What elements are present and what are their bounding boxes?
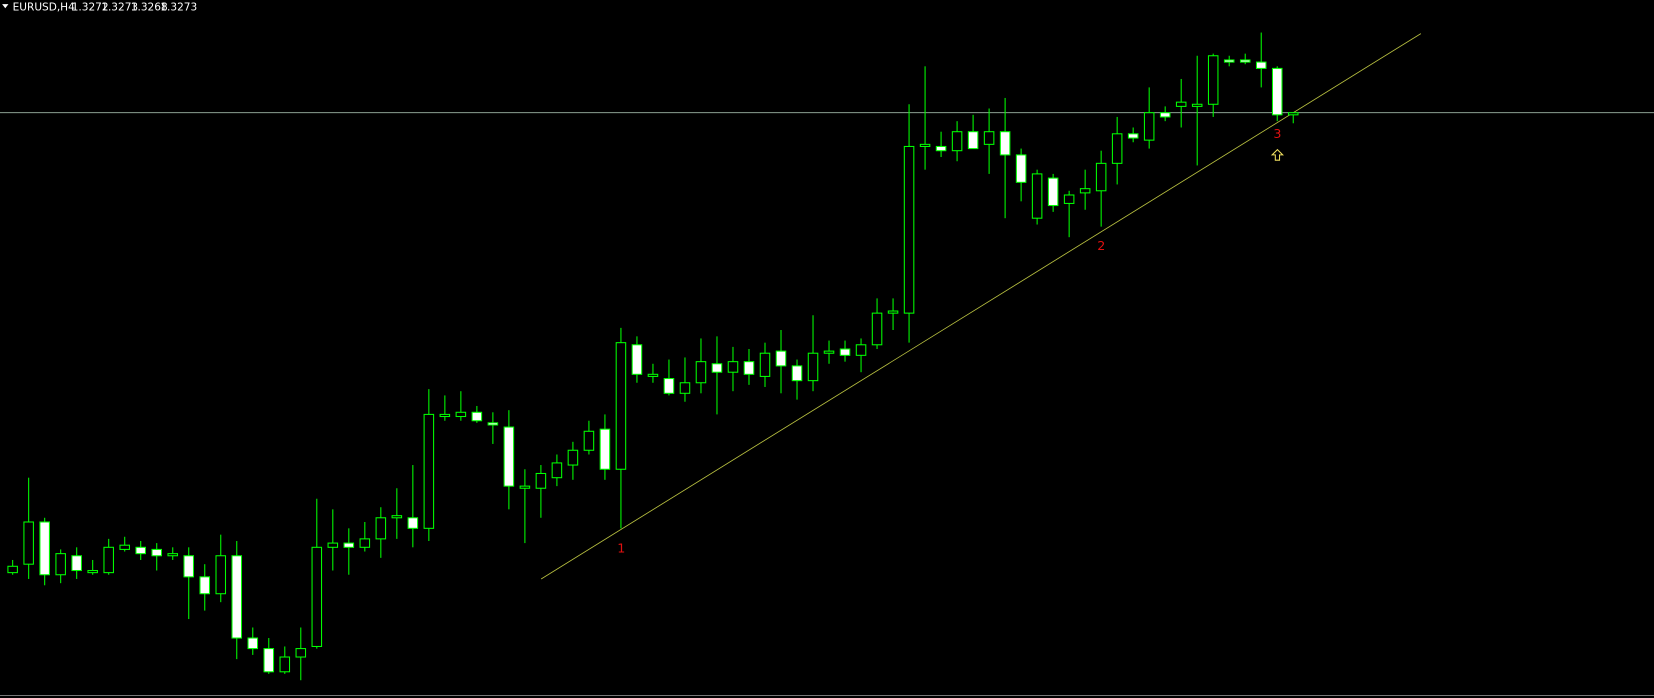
header-low: 1.3268 (131, 1, 168, 13)
header-high: 1.3273 (101, 1, 138, 13)
candle-body (279, 656, 291, 673)
trend-line[interactable] (540, 33, 1422, 580)
candle-body (407, 517, 419, 529)
candle-body (1127, 133, 1139, 139)
candle-body (711, 363, 723, 373)
header-close: 1.3273 (160, 1, 197, 13)
candle-body (679, 382, 691, 394)
candle-body (55, 553, 66, 576)
candle-body (231, 555, 243, 639)
candle-body (103, 546, 114, 574)
candle-body (1063, 194, 1075, 204)
candle-body (199, 576, 211, 595)
candles (7, 32, 1299, 681)
candle-body (567, 449, 579, 466)
candle-body (87, 569, 98, 574)
candle-body (1143, 112, 1155, 141)
candle-body (327, 542, 339, 548)
candle-body (71, 555, 82, 572)
candle-body (1079, 188, 1091, 194)
candle-body (1255, 61, 1267, 69)
candle-body (743, 361, 755, 375)
candle-body (823, 350, 835, 354)
candle-body (871, 312, 883, 346)
candle-body (23, 521, 34, 565)
candle-body (1207, 55, 1219, 105)
header-open: 1.3272 (72, 1, 109, 13)
candle-body (471, 411, 483, 422)
candle-body (775, 350, 787, 367)
candle-body (343, 542, 355, 548)
candle-body (951, 131, 963, 152)
candle-body (215, 555, 227, 595)
candle-body (7, 565, 18, 574)
symbol: EURUSD,H4 (13, 1, 75, 13)
candle-body (519, 485, 531, 489)
candle-body (135, 546, 146, 555)
candle-body (151, 548, 162, 557)
candle-body (503, 426, 515, 487)
candle-body (1175, 101, 1187, 107)
candle-body (1271, 67, 1283, 116)
annotation: 1 (617, 541, 625, 556)
candle-body (423, 413, 435, 529)
candle-body (1015, 154, 1027, 183)
annotation: 2 (1097, 238, 1105, 253)
candle-body (391, 515, 403, 519)
candle-body (935, 145, 947, 152)
candle-body (375, 517, 387, 540)
candle-body (1047, 177, 1059, 207)
candle-body (999, 131, 1011, 156)
candle-body (983, 131, 995, 145)
candle-body (1031, 173, 1043, 219)
candle-body (1223, 59, 1235, 63)
candle-body (183, 555, 195, 578)
annotation: 3 (1273, 126, 1281, 141)
candle-body (903, 145, 915, 314)
candle-body (807, 352, 819, 382)
candle-body (311, 546, 323, 647)
candle-body (839, 348, 851, 356)
menu-arrow[interactable] (2, 4, 9, 9)
chart-header: EURUSD,H4 1.3272 1.3273 1.3268 1.3273 (13, 1, 198, 13)
candle-body (167, 553, 179, 557)
candle-body (359, 538, 371, 548)
candle-body (1095, 162, 1107, 192)
candle-body (759, 352, 771, 377)
candle-body (967, 131, 979, 150)
candle-body (887, 310, 899, 314)
candle-body (855, 344, 867, 356)
candle-body (1159, 112, 1171, 118)
candle-body (663, 378, 675, 394)
candle-body (487, 422, 499, 426)
candle-body (631, 344, 643, 375)
candle-body (1239, 59, 1251, 63)
candle-body (647, 373, 659, 377)
candle-body (599, 428, 611, 470)
candle-body (615, 342, 627, 470)
candle-body (583, 430, 595, 451)
candle-body (1287, 112, 1299, 116)
candle-body (295, 648, 307, 658)
candle-body (455, 411, 467, 418)
candle-body (551, 462, 563, 479)
up-arrow (1270, 148, 1284, 161)
candle-body (1111, 133, 1123, 164)
candle-body (263, 648, 275, 673)
candle-body (695, 361, 707, 384)
candle-body (791, 365, 803, 382)
candle-body (919, 143, 931, 147)
candle-body (119, 544, 130, 550)
candle-body (727, 361, 739, 373)
candle-body (1191, 103, 1203, 107)
candle-body (535, 472, 547, 489)
candle-body (39, 521, 50, 576)
candle-body (439, 413, 451, 418)
candle-body (247, 637, 259, 650)
